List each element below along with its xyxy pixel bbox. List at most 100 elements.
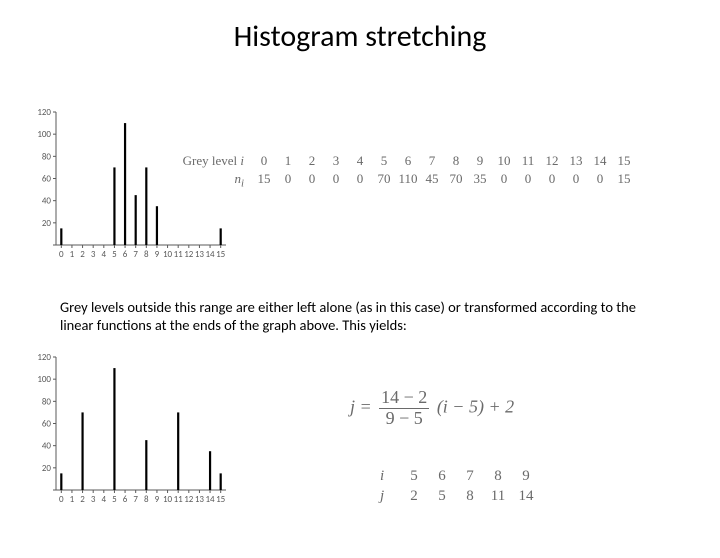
svg-text:20: 20 bbox=[42, 463, 52, 474]
svg-text:5: 5 bbox=[112, 249, 117, 260]
svg-text:13: 13 bbox=[195, 494, 205, 505]
grey-table-cell: 1 bbox=[276, 153, 300, 169]
svg-text:8: 8 bbox=[144, 494, 149, 505]
grey-level-table: Grey level i 0123456789101112131415 ni 1… bbox=[158, 153, 636, 189]
svg-text:9: 9 bbox=[155, 249, 160, 260]
grey-table-cell: 0 bbox=[348, 171, 372, 187]
ij-cell: 5 bbox=[400, 468, 428, 485]
svg-text:6: 6 bbox=[123, 494, 128, 505]
formula-fraction: 14 − 2 9 − 5 bbox=[379, 388, 429, 429]
ij-label-i: i bbox=[380, 468, 400, 485]
svg-text:80: 80 bbox=[42, 151, 52, 162]
svg-text:120: 120 bbox=[37, 353, 51, 363]
grey-table-cell: 5 bbox=[372, 153, 396, 169]
svg-text:1: 1 bbox=[70, 249, 75, 260]
grey-table-cell: 0 bbox=[276, 171, 300, 187]
svg-text:8: 8 bbox=[144, 249, 149, 260]
ij-cell: 2 bbox=[400, 488, 428, 505]
grey-table-cell: 12 bbox=[540, 153, 564, 169]
grey-table-cell: 35 bbox=[468, 171, 492, 187]
svg-text:3: 3 bbox=[91, 249, 96, 260]
svg-text:0: 0 bbox=[59, 494, 64, 505]
svg-text:40: 40 bbox=[42, 196, 52, 207]
grey-table-cell: 8 bbox=[444, 153, 468, 169]
ij-cell: 14 bbox=[512, 488, 540, 505]
svg-text:11: 11 bbox=[174, 494, 184, 505]
svg-text:14: 14 bbox=[206, 249, 216, 260]
grey-table-cell: 0 bbox=[300, 171, 324, 187]
grey-table-cell: 0 bbox=[492, 171, 516, 187]
transform-formula: j = 14 − 2 9 − 5 (i − 5) + 2 bbox=[350, 388, 514, 429]
grey-table-cell: 0 bbox=[252, 153, 276, 169]
grey-table-label-n: ni bbox=[158, 171, 252, 190]
svg-text:6: 6 bbox=[123, 249, 128, 260]
grey-table-cell: 13 bbox=[564, 153, 588, 169]
svg-text:1: 1 bbox=[70, 494, 75, 505]
grey-table-cell: 7 bbox=[420, 153, 444, 169]
grey-table-cell: 4 bbox=[348, 153, 372, 169]
svg-text:20: 20 bbox=[42, 218, 52, 229]
grey-table-cell: 70 bbox=[372, 171, 396, 187]
grey-table-label-i: Grey level i bbox=[158, 153, 252, 169]
grey-table-cell: 0 bbox=[540, 171, 564, 187]
grey-table-cell: 0 bbox=[564, 171, 588, 187]
svg-text:7: 7 bbox=[133, 494, 138, 505]
grey-table-cell: 11 bbox=[516, 153, 540, 169]
ij-cell: 8 bbox=[456, 488, 484, 505]
svg-text:100: 100 bbox=[37, 374, 51, 385]
body-paragraph: Grey levels outside this range are eithe… bbox=[60, 298, 660, 334]
svg-text:0: 0 bbox=[59, 249, 64, 260]
svg-text:3: 3 bbox=[91, 494, 96, 505]
grey-table-cell: 10 bbox=[492, 153, 516, 169]
grey-table-cell: 0 bbox=[588, 171, 612, 187]
svg-text:15: 15 bbox=[216, 494, 226, 505]
grey-table-cell: 15 bbox=[252, 171, 276, 187]
svg-text:4: 4 bbox=[102, 249, 107, 260]
ij-cell: 5 bbox=[428, 488, 456, 505]
svg-text:14: 14 bbox=[206, 494, 216, 505]
svg-text:9: 9 bbox=[155, 494, 160, 505]
grey-table-cell: 70 bbox=[444, 171, 468, 187]
ij-cell: 9 bbox=[512, 468, 540, 485]
svg-text:4: 4 bbox=[102, 494, 107, 505]
svg-text:13: 13 bbox=[195, 249, 205, 260]
svg-text:5: 5 bbox=[112, 494, 117, 505]
grey-table-cell: 110 bbox=[396, 171, 420, 187]
ij-cell: 8 bbox=[484, 468, 512, 485]
ij-cell: 11 bbox=[484, 488, 512, 505]
i-j-mapping-table: i 56789 j 2581114 bbox=[380, 468, 540, 508]
grey-table-cell: 0 bbox=[324, 171, 348, 187]
svg-text:120: 120 bbox=[37, 108, 51, 118]
formula-numerator: 14 − 2 bbox=[379, 388, 429, 409]
grey-table-cell: 9 bbox=[468, 153, 492, 169]
svg-text:10: 10 bbox=[163, 249, 173, 260]
grey-table-cell: 2 bbox=[300, 153, 324, 169]
ij-cell: 6 bbox=[428, 468, 456, 485]
svg-text:60: 60 bbox=[42, 174, 52, 185]
svg-text:60: 60 bbox=[42, 419, 52, 430]
svg-text:12: 12 bbox=[184, 249, 194, 260]
formula-suffix: (i − 5) + 2 bbox=[437, 396, 514, 416]
grey-table-cell: 14 bbox=[588, 153, 612, 169]
ij-label-j: j bbox=[380, 488, 400, 505]
svg-text:2: 2 bbox=[80, 249, 85, 260]
svg-text:12: 12 bbox=[184, 494, 194, 505]
svg-text:11: 11 bbox=[174, 249, 184, 260]
svg-text:2: 2 bbox=[80, 494, 85, 505]
grey-table-cell: 15 bbox=[612, 153, 636, 169]
svg-text:100: 100 bbox=[37, 129, 51, 140]
grey-table-cell: 45 bbox=[420, 171, 444, 187]
histogram-after: 204060801001200123456789101112131415 bbox=[30, 353, 230, 508]
formula-prefix: j = bbox=[350, 396, 372, 416]
svg-text:15: 15 bbox=[216, 249, 226, 260]
grey-table-cell: 15 bbox=[612, 171, 636, 187]
page-title: Histogram stretching bbox=[0, 18, 720, 55]
formula-denominator: 9 − 5 bbox=[379, 409, 429, 429]
ij-cell: 7 bbox=[456, 468, 484, 485]
grey-table-cell: 0 bbox=[516, 171, 540, 187]
grey-table-cell: 3 bbox=[324, 153, 348, 169]
svg-text:80: 80 bbox=[42, 396, 52, 407]
svg-text:40: 40 bbox=[42, 441, 52, 452]
svg-text:10: 10 bbox=[163, 494, 173, 505]
grey-table-cell: 6 bbox=[396, 153, 420, 169]
